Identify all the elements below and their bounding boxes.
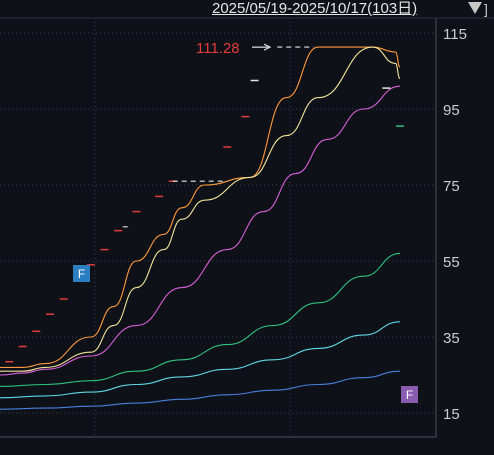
max-arrow-head — [263, 43, 272, 51]
y-tick-label: 55 — [443, 254, 460, 271]
f-marker-purple — [401, 386, 418, 403]
dropdown-triangle-icon[interactable] — [468, 2, 482, 14]
f-marker-blue-label: F — [78, 267, 85, 281]
y-tick-label: 35 — [443, 330, 460, 347]
series-line-3 — [0, 85, 401, 376]
series-line-6 — [0, 370, 401, 410]
y-tick-label: 15 — [443, 406, 460, 423]
max-value-label: 111.28 — [196, 40, 240, 57]
f-marker-purple-label: F — [406, 388, 413, 402]
series-line-2 — [0, 46, 401, 372]
y-tick-label: 75 — [443, 178, 460, 195]
date-range-label[interactable]: 2025/05/19-2025/10/17(103日) — [212, 0, 418, 17]
series-line-1 — [0, 46, 401, 368]
range-bracket: ] — [484, 1, 488, 17]
y-tick-label: 115 — [443, 26, 467, 43]
f-marker-blue — [73, 265, 90, 282]
series-line-4 — [0, 252, 401, 387]
y-tick-label: 95 — [443, 102, 460, 119]
series-line-5 — [0, 321, 401, 399]
